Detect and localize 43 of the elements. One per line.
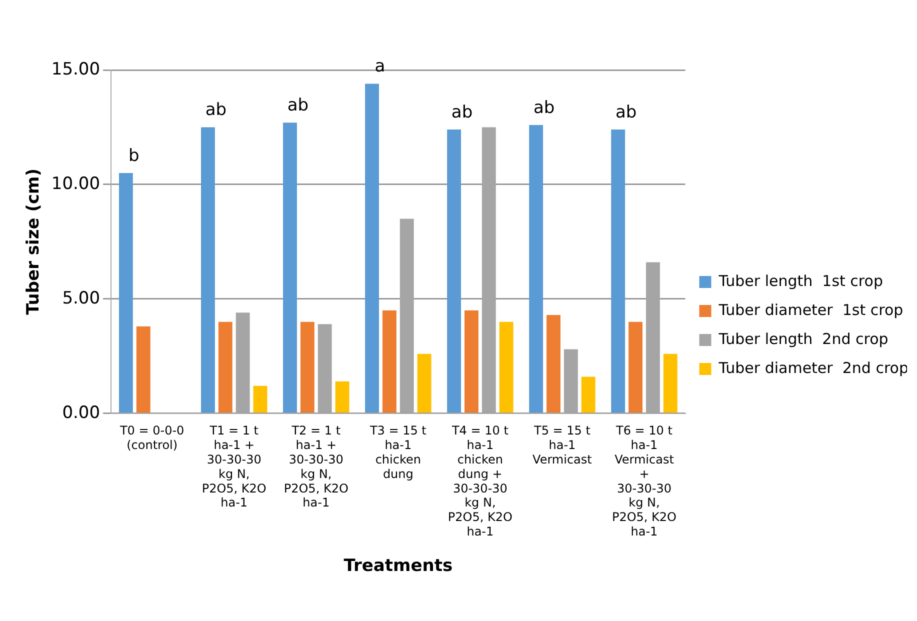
y-tick-label: 15.00 xyxy=(51,59,100,80)
bar xyxy=(283,122,297,413)
annotation: ab xyxy=(615,102,637,122)
bar xyxy=(136,326,150,413)
bar xyxy=(365,84,379,413)
bar xyxy=(200,127,215,413)
legend-label: Tuber length 1st crop xyxy=(718,272,883,290)
annotation: a xyxy=(374,56,386,77)
bar xyxy=(464,310,478,413)
legend-label: Tuber diameter 1st crop xyxy=(718,300,904,319)
bar xyxy=(253,386,268,413)
x-tick-label: T4 = 10 t ha-1 chicken dung + 30-30-30 kg N, P2O5, K2O ha-1 xyxy=(448,424,512,539)
bar xyxy=(529,124,544,413)
bar xyxy=(118,173,133,413)
y-axis-title: Tuber size (cm) xyxy=(24,168,44,315)
x-tick-label: T6 = 10 t ha-1 Vermicast + 30-30-30 kg N, P2O5, K2O ha-1 xyxy=(612,424,677,539)
bar xyxy=(663,354,678,413)
annotation: ab xyxy=(287,96,309,116)
x-tick-label: T2 = 1 t ha-1 + 30-30-30 kg N, P2O5, K2O ha-1 xyxy=(284,424,348,510)
legend-label: Tuber length 2nd crop xyxy=(718,330,888,348)
x-tick-label: T3 = 15 t ha-1 chicken dung xyxy=(368,424,427,481)
bar xyxy=(499,322,514,413)
bar xyxy=(611,130,626,413)
bar xyxy=(546,314,560,413)
x-tick-label: T0 = 0-0-0 (control) xyxy=(118,424,184,452)
annotation: ab xyxy=(205,100,227,120)
y-tick-label: 5.00 xyxy=(62,288,100,308)
bar xyxy=(335,381,350,413)
bar xyxy=(417,354,432,413)
bar xyxy=(300,322,314,413)
x-axis-title: Treatments xyxy=(344,556,453,576)
bar xyxy=(218,322,232,413)
bar xyxy=(382,310,396,413)
annotation: ab xyxy=(533,98,555,118)
annotation: b xyxy=(128,146,140,166)
y-tick-label: 0.00 xyxy=(62,402,100,423)
bar xyxy=(447,130,462,413)
x-tick-label: T1 = 1 t ha-1 + 30-30-30 kg N, P2O5, K2O ha-1 xyxy=(202,424,266,510)
y-tick-label: 10.00 xyxy=(51,174,100,194)
bar xyxy=(628,322,642,413)
bar xyxy=(581,376,596,413)
annotation: ab xyxy=(451,102,473,122)
x-tick-label: T5 = 15 t ha-1 Vermicast xyxy=(532,424,592,467)
